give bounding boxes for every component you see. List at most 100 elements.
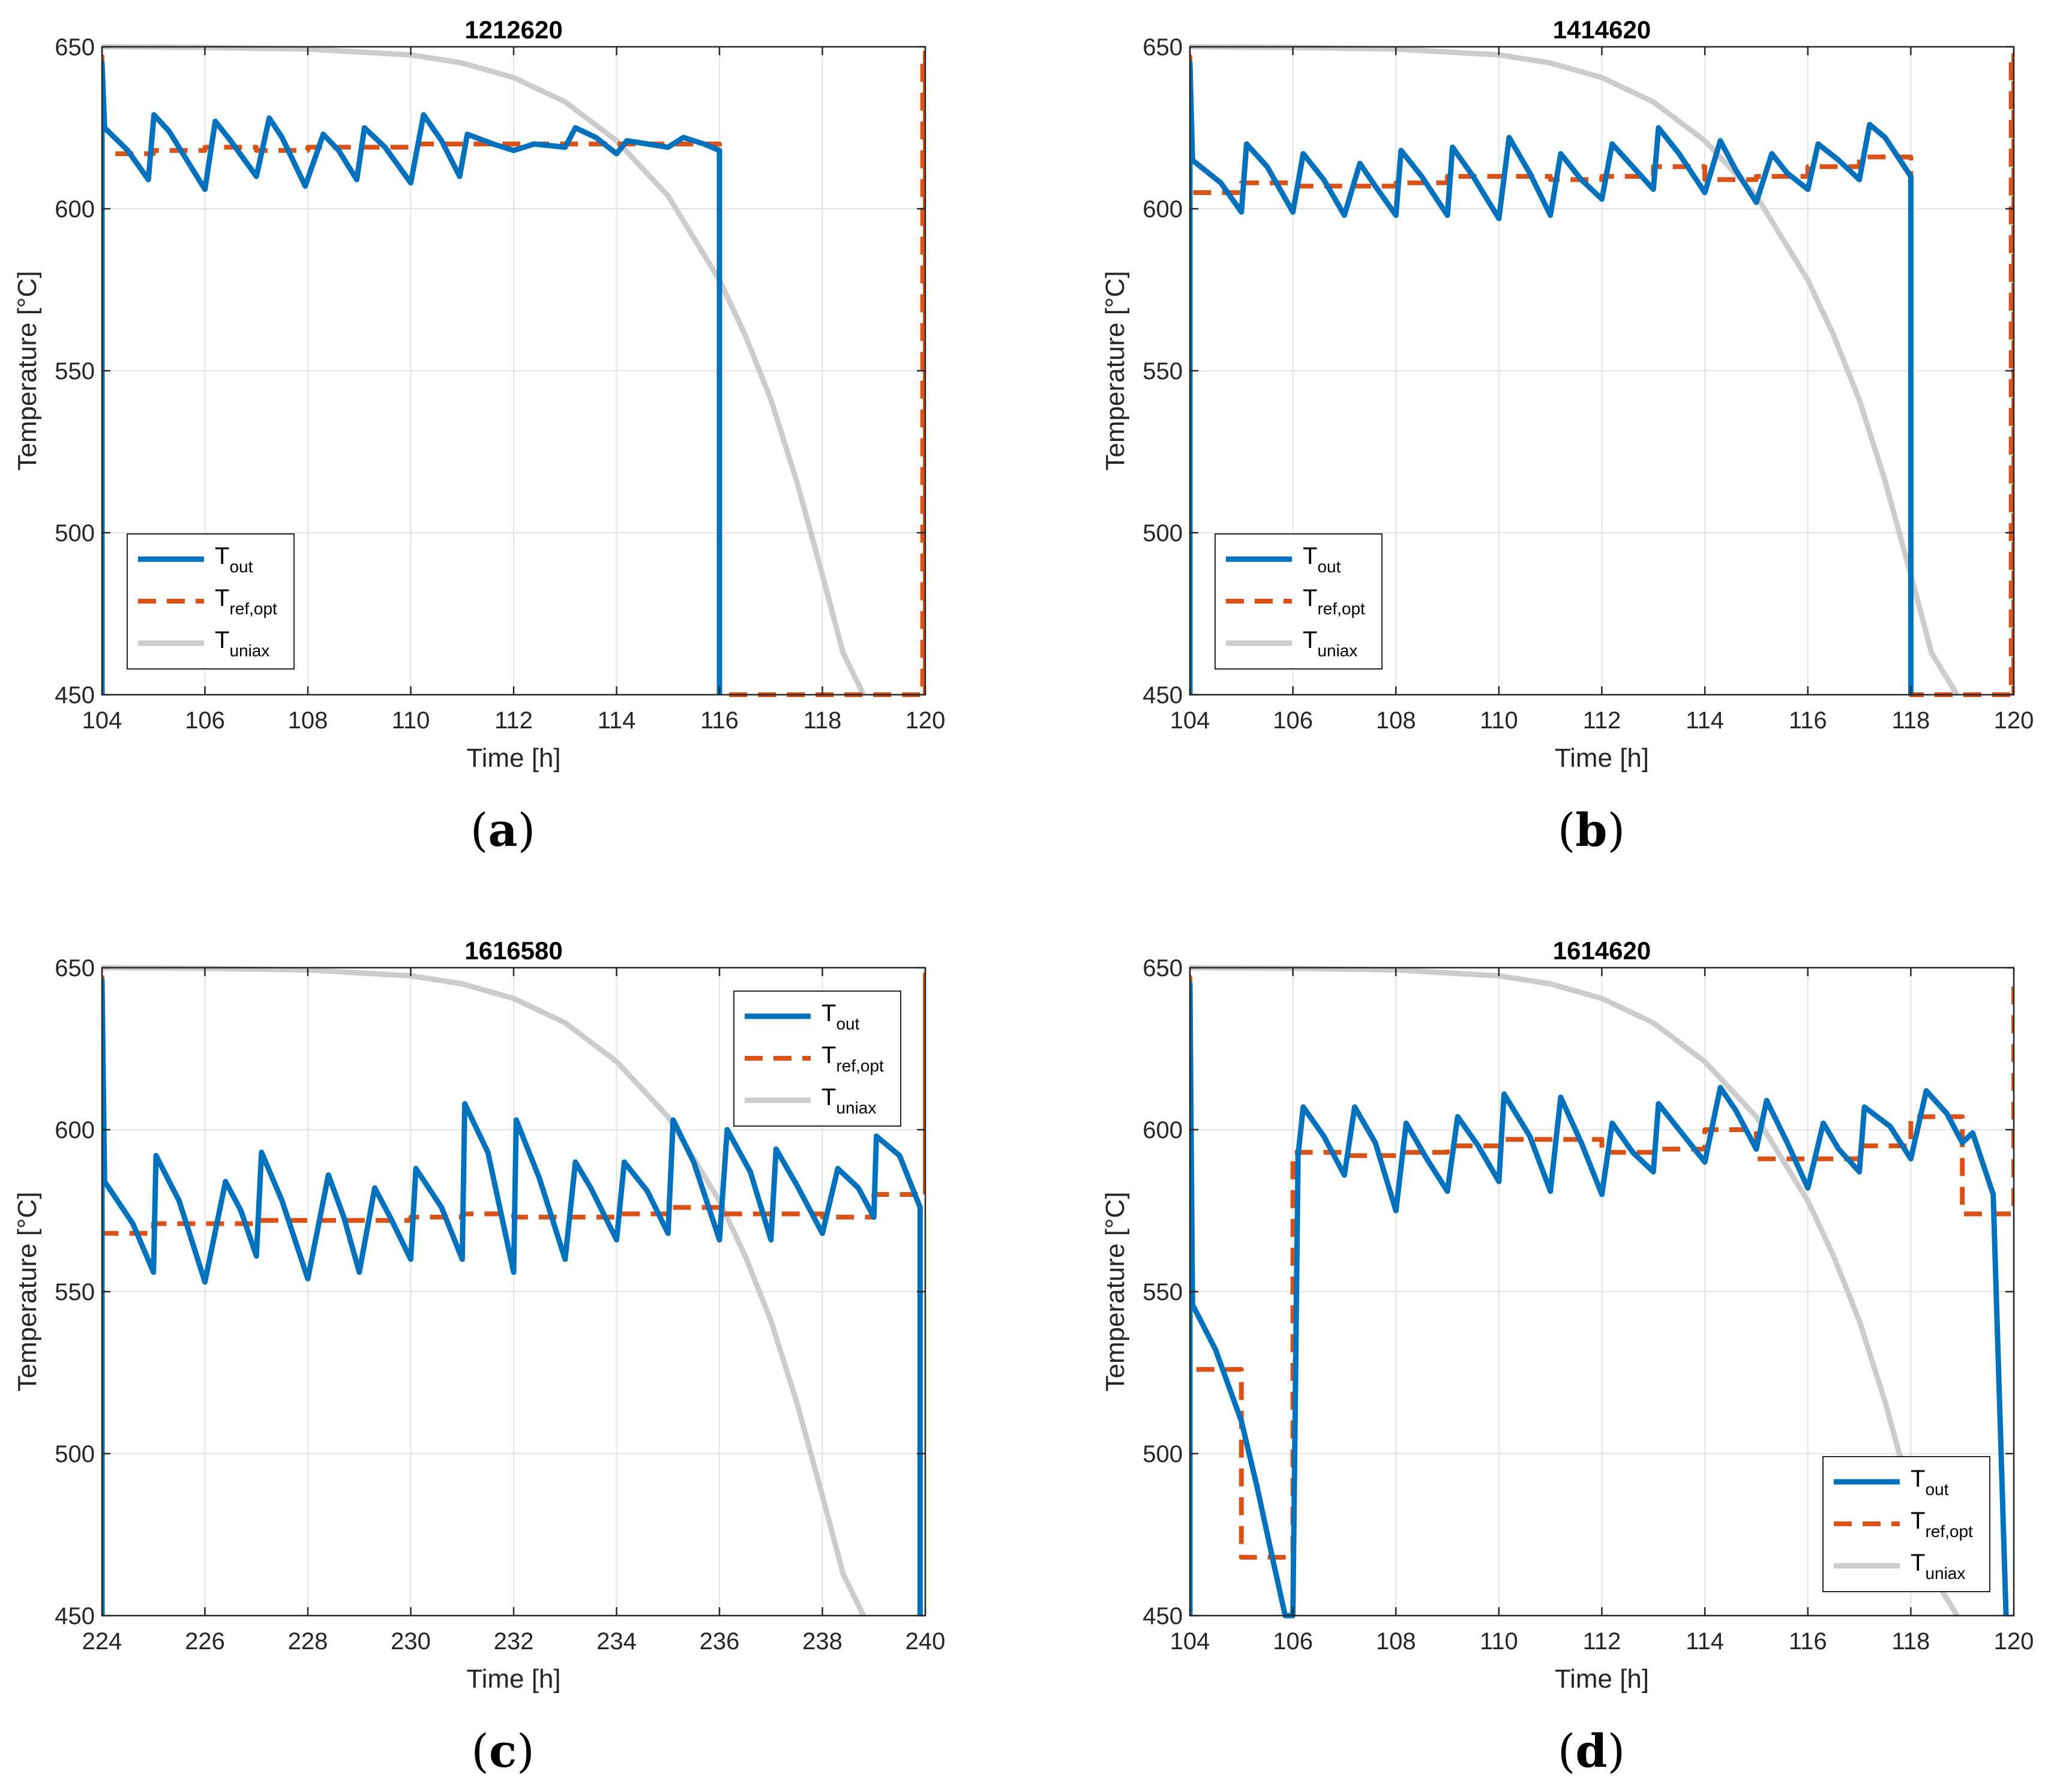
x-tick-label: 104 <box>1170 1628 1210 1655</box>
x-tick-label: 106 <box>185 707 225 734</box>
legend-label-tref: Tref,opt <box>821 1042 884 1075</box>
legend-label-main: T <box>821 1084 836 1110</box>
chart-title: 1614620 <box>1553 936 1651 965</box>
x-tick-label: 112 <box>1583 707 1621 734</box>
legend-label-tout: Tout <box>1911 1466 1949 1499</box>
series-line-tout <box>102 60 722 695</box>
y-tick-label: 450 <box>55 682 95 709</box>
series-line-tout <box>1190 981 2009 1619</box>
x-tick-label: 108 <box>1376 707 1416 734</box>
x-tick-label: 110 <box>1480 707 1518 734</box>
y-tick-label: 550 <box>55 1279 95 1305</box>
x-tick-label: 108 <box>1376 1628 1416 1655</box>
y-tick-label: 500 <box>1143 520 1183 547</box>
x-tick-label: 106 <box>1273 1628 1313 1655</box>
y-tick-label: 500 <box>55 520 95 547</box>
x-tick-label: 118 <box>1891 1628 1930 1655</box>
chart-panel-a: 104 106 108 110 112 114 116 118 120 450 500 550 600 6… <box>13 16 945 857</box>
chart-panel-c: 224 226 228 230 232 234 236 238 240 450 500 550 600 6… <box>13 936 945 1778</box>
x-tick-label: 228 <box>288 1628 328 1655</box>
legend-label-tuniax: Tuniax <box>1911 1550 1965 1583</box>
x-tick-label: 110 <box>1480 1628 1518 1655</box>
chart-panel-d: 104 106 108 110 112 114 116 118 120 450 500 550 600 6… <box>1101 936 2034 1778</box>
legend-label-main: T <box>1911 1508 1925 1534</box>
caption-paren-open: ( <box>470 803 488 857</box>
x-axis-label: Time [h] <box>466 1664 560 1694</box>
y-tick-label: 500 <box>55 1441 95 1467</box>
legend-label-sub: uniax <box>1925 1564 1965 1583</box>
legend-label-main: T <box>1303 627 1317 653</box>
series-line-tout <box>102 978 923 1616</box>
y-tick-label: 600 <box>55 196 95 223</box>
legend-label-tout: Tout <box>215 543 253 576</box>
caption-paren-open: ( <box>1558 803 1576 857</box>
x-tick-label: 118 <box>1891 707 1930 734</box>
caption-letter: d <box>1575 1724 1607 1778</box>
legend-label-tref: Tref,opt <box>215 585 277 618</box>
y-axis-label: Temperature [°C] <box>13 271 42 470</box>
y-axis-label: Temperature [°C] <box>1101 1191 1130 1391</box>
chart-panel-b: 104 106 108 110 112 114 116 118 120 450 500 550 600 6… <box>1101 16 2034 857</box>
y-axis-label: Temperature [°C] <box>13 1191 42 1391</box>
y-tick-label: 450 <box>1143 682 1183 709</box>
x-tick-label: 110 <box>392 707 430 734</box>
series-line-tout <box>1190 60 1914 695</box>
x-tick-label: 120 <box>905 707 946 734</box>
legend-label-sub: ref,opt <box>836 1056 884 1075</box>
x-tick-label: 224 <box>82 1628 122 1655</box>
legend-label-sub: uniax <box>836 1098 876 1117</box>
x-tick-label: 120 <box>1994 1628 2034 1655</box>
x-tick-label: 108 <box>288 707 328 734</box>
y-tick-label: 650 <box>1143 34 1183 61</box>
x-tick-label: 116 <box>700 707 739 734</box>
chart-title: 1616580 <box>464 936 563 965</box>
caption-paren-open: ( <box>1558 1724 1576 1778</box>
caption-paren-open: ( <box>471 1724 489 1778</box>
caption-letter: b <box>1575 803 1607 857</box>
panel-caption: (c) <box>471 1724 535 1778</box>
legend-label-main: T <box>215 585 229 611</box>
x-tick-label: 118 <box>803 707 842 734</box>
x-tick-label: 232 <box>494 1628 534 1655</box>
legend-label-tout: Tout <box>821 1000 860 1033</box>
legend-label-tuniax: Tuniax <box>1303 627 1357 660</box>
x-tick-label: 230 <box>391 1628 431 1655</box>
x-tick-label: 116 <box>1789 1628 1827 1655</box>
legend-label-tuniax: Tuniax <box>215 627 269 660</box>
y-tick-label: 650 <box>1143 955 1183 981</box>
caption-letter: c <box>489 1724 517 1778</box>
panel-caption: (d) <box>1558 1724 1625 1778</box>
legend-label-main: T <box>1911 1550 1925 1576</box>
legend-label-sub: uniax <box>1317 641 1357 660</box>
y-tick-label: 600 <box>1143 196 1183 223</box>
y-tick-label: 600 <box>55 1117 95 1143</box>
y-axis-label: Temperature [°C] <box>1101 271 1130 470</box>
legend-label-sub: out <box>836 1014 859 1033</box>
y-tick-label: 500 <box>1143 1441 1183 1467</box>
series-line-tref <box>1190 50 2014 697</box>
series-line-tuniax <box>102 44 866 696</box>
legend-label-main: T <box>215 543 229 569</box>
x-tick-label: 106 <box>1273 707 1313 734</box>
caption-paren-close: ) <box>1608 803 1626 857</box>
x-tick-label: 236 <box>700 1628 740 1655</box>
y-tick-label: 650 <box>55 955 95 981</box>
legend-label-main: T <box>215 627 229 653</box>
legend-label-sub: out <box>1925 1480 1948 1499</box>
chart-title: 1212620 <box>464 16 563 44</box>
y-tick-label: 550 <box>55 358 95 385</box>
y-tick-label: 450 <box>1143 1603 1183 1629</box>
legend-label-main: T <box>1911 1466 1925 1492</box>
legend-label-main: T <box>821 1042 836 1068</box>
series-line-tuniax <box>1190 44 1960 697</box>
caption-paren-close: ) <box>518 803 536 857</box>
x-tick-label: 226 <box>185 1628 225 1655</box>
x-tick-label: 112 <box>1583 1628 1621 1655</box>
x-tick-label: 116 <box>1789 707 1827 734</box>
x-tick-label: 104 <box>1170 707 1210 734</box>
chart-title: 1414620 <box>1553 16 1651 44</box>
